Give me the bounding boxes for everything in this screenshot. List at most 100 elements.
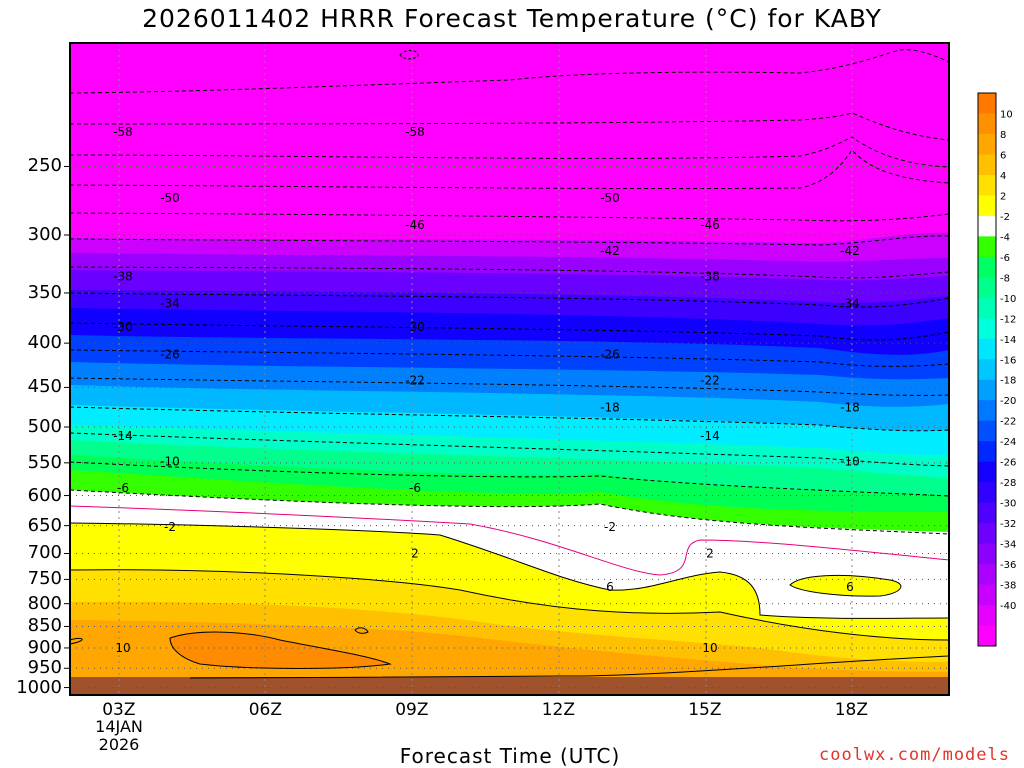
y-tick-label: 500 (27, 416, 62, 438)
chart-title: 2026011402 HRRR Forecast Temperature (°C… (142, 4, 882, 33)
colorbar-tick-label: -6 (1000, 253, 1010, 264)
contour-label: -30 (113, 320, 133, 334)
contour-label: -18 (840, 401, 860, 415)
colorbar-segment (978, 256, 996, 278)
colorbar-segment (978, 113, 996, 135)
date-label: 14JAN 2026 (89, 718, 149, 754)
colorbar-tick-label: 4 (1000, 171, 1006, 182)
contour-label: 10 (115, 641, 130, 655)
colorbar-segment (978, 502, 996, 524)
y-tick-label: 550 (27, 451, 62, 473)
colorbar-segment (978, 523, 996, 545)
colorbar-segment (978, 543, 996, 565)
contour-label: 6 (846, 580, 854, 594)
colorbar-segment (978, 154, 996, 176)
contour-label: -42 (840, 244, 860, 258)
contour-label: 2 (411, 546, 419, 560)
date-month: 14JAN (95, 717, 143, 736)
x-tick-label: 12Z (541, 700, 575, 720)
colorbar-segment (978, 379, 996, 401)
colorbar-segment (978, 297, 996, 319)
y-tick-label: 850 (27, 615, 62, 637)
colorbar-tick-label: -8 (1000, 273, 1010, 284)
y-tick-label: 1000 (16, 676, 62, 698)
contour-label: -22 (700, 374, 720, 388)
colorbar-tick-label: -2 (1000, 212, 1010, 223)
colorbar-tick-label: -20 (1000, 396, 1016, 407)
colorbar-segment (978, 174, 996, 196)
y-tick-label: 300 (27, 224, 62, 245)
contour-label: -14 (113, 429, 133, 443)
contour-label: 10 (702, 641, 717, 655)
colorbar-tick-label: -22 (1000, 417, 1016, 428)
colorbar-segment (978, 420, 996, 442)
colorbar-frame (977, 92, 997, 647)
pressure-grid (64, 165, 949, 689)
y-tick-label: 400 (27, 332, 62, 354)
contour-label: -46 (700, 218, 720, 232)
x-tick-label: 06Z (248, 700, 282, 720)
contour-label: -50 (160, 191, 180, 205)
contour-label: -30 (405, 320, 425, 334)
contour-label: -10 (840, 454, 860, 468)
colorbar-tick-label: -36 (1000, 560, 1016, 571)
plot-frame (69, 42, 950, 696)
grid (118, 43, 853, 695)
colorbar-segment (978, 564, 996, 586)
contour-label: 2 (706, 546, 714, 560)
contour-label: -50 (600, 191, 620, 205)
colorbar-tick-label: -4 (1000, 232, 1010, 243)
colorbar-tick-label: -38 (1000, 581, 1016, 592)
y-tick-label: 950 (27, 657, 62, 679)
colorbar-tick-label: -14 (1000, 335, 1016, 346)
colorbar-tick-label: -28 (1000, 478, 1016, 489)
contour-labels: -58 -58 -50 -50 -46 -46 -42 -42 -38 -38 -34 -34 -30 -… (113, 125, 860, 655)
colorbar-tick-label: -10 (1000, 294, 1016, 305)
x-tick-label: 03Z (102, 700, 136, 720)
contour-label: -42 (600, 244, 620, 258)
colorbar-segment (978, 605, 996, 627)
y-tick-label: 250 (27, 155, 62, 177)
colorbar-segment (978, 359, 996, 381)
contour-label: -34 (840, 297, 860, 311)
contour-label: -34 (160, 297, 180, 311)
colorbar-tick-label: 2 (1000, 191, 1006, 202)
contour-label: -18 (600, 401, 620, 415)
colorbar: 10 8 6 4 2 -2 -4 -6 -8 -10 -12 -14 -16 -18 -20 -22 -24 -2… (977, 92, 1016, 647)
contour-label: -2 (604, 520, 616, 534)
contours (69, 49, 950, 679)
colorbar-segment (978, 584, 996, 606)
colorbar-tick-label: -26 (1000, 458, 1016, 469)
contour-label: -58 (405, 125, 425, 139)
contour-label: -22 (405, 374, 425, 388)
contour-label: -6 (409, 481, 421, 495)
colorbar-segment (978, 461, 996, 483)
colorbar-tick-label: -16 (1000, 355, 1016, 366)
colorbar-tick-label: -30 (1000, 499, 1016, 510)
colorbar-tick-label: -12 (1000, 314, 1016, 325)
credit-link[interactable]: coolwx.com/models (819, 745, 1010, 765)
y-tick-label: 750 (27, 568, 62, 590)
colorbar-tick-label: -34 (1000, 540, 1016, 551)
y-tick-label: 600 (27, 484, 62, 506)
colorbar-segment (978, 93, 996, 114)
colorbar-tick-label: 6 (1000, 150, 1006, 161)
colorbar-segment (978, 236, 996, 258)
x-axis-title: Forecast Time (UTC) (399, 744, 621, 768)
contour-label: -38 (113, 269, 133, 283)
x-tick-label: 15Z (688, 700, 722, 720)
colorbar-tick-label: 8 (1000, 130, 1006, 141)
colorbar-tick-label: -18 (1000, 376, 1016, 387)
colorbar-segment (978, 400, 996, 422)
contour-label: -46 (405, 218, 425, 232)
colorbar-segment (978, 133, 996, 155)
contour-label: -26 (600, 347, 620, 361)
date-year: 2026 (98, 735, 140, 754)
contour-label: -58 (113, 125, 133, 139)
y-tick-label: 350 (27, 281, 62, 303)
contour-label: -38 (700, 269, 720, 283)
colorbar-segment (978, 318, 996, 340)
y-tick-label: 700 (27, 542, 62, 564)
colorbar-tick-label: -32 (1000, 519, 1016, 530)
